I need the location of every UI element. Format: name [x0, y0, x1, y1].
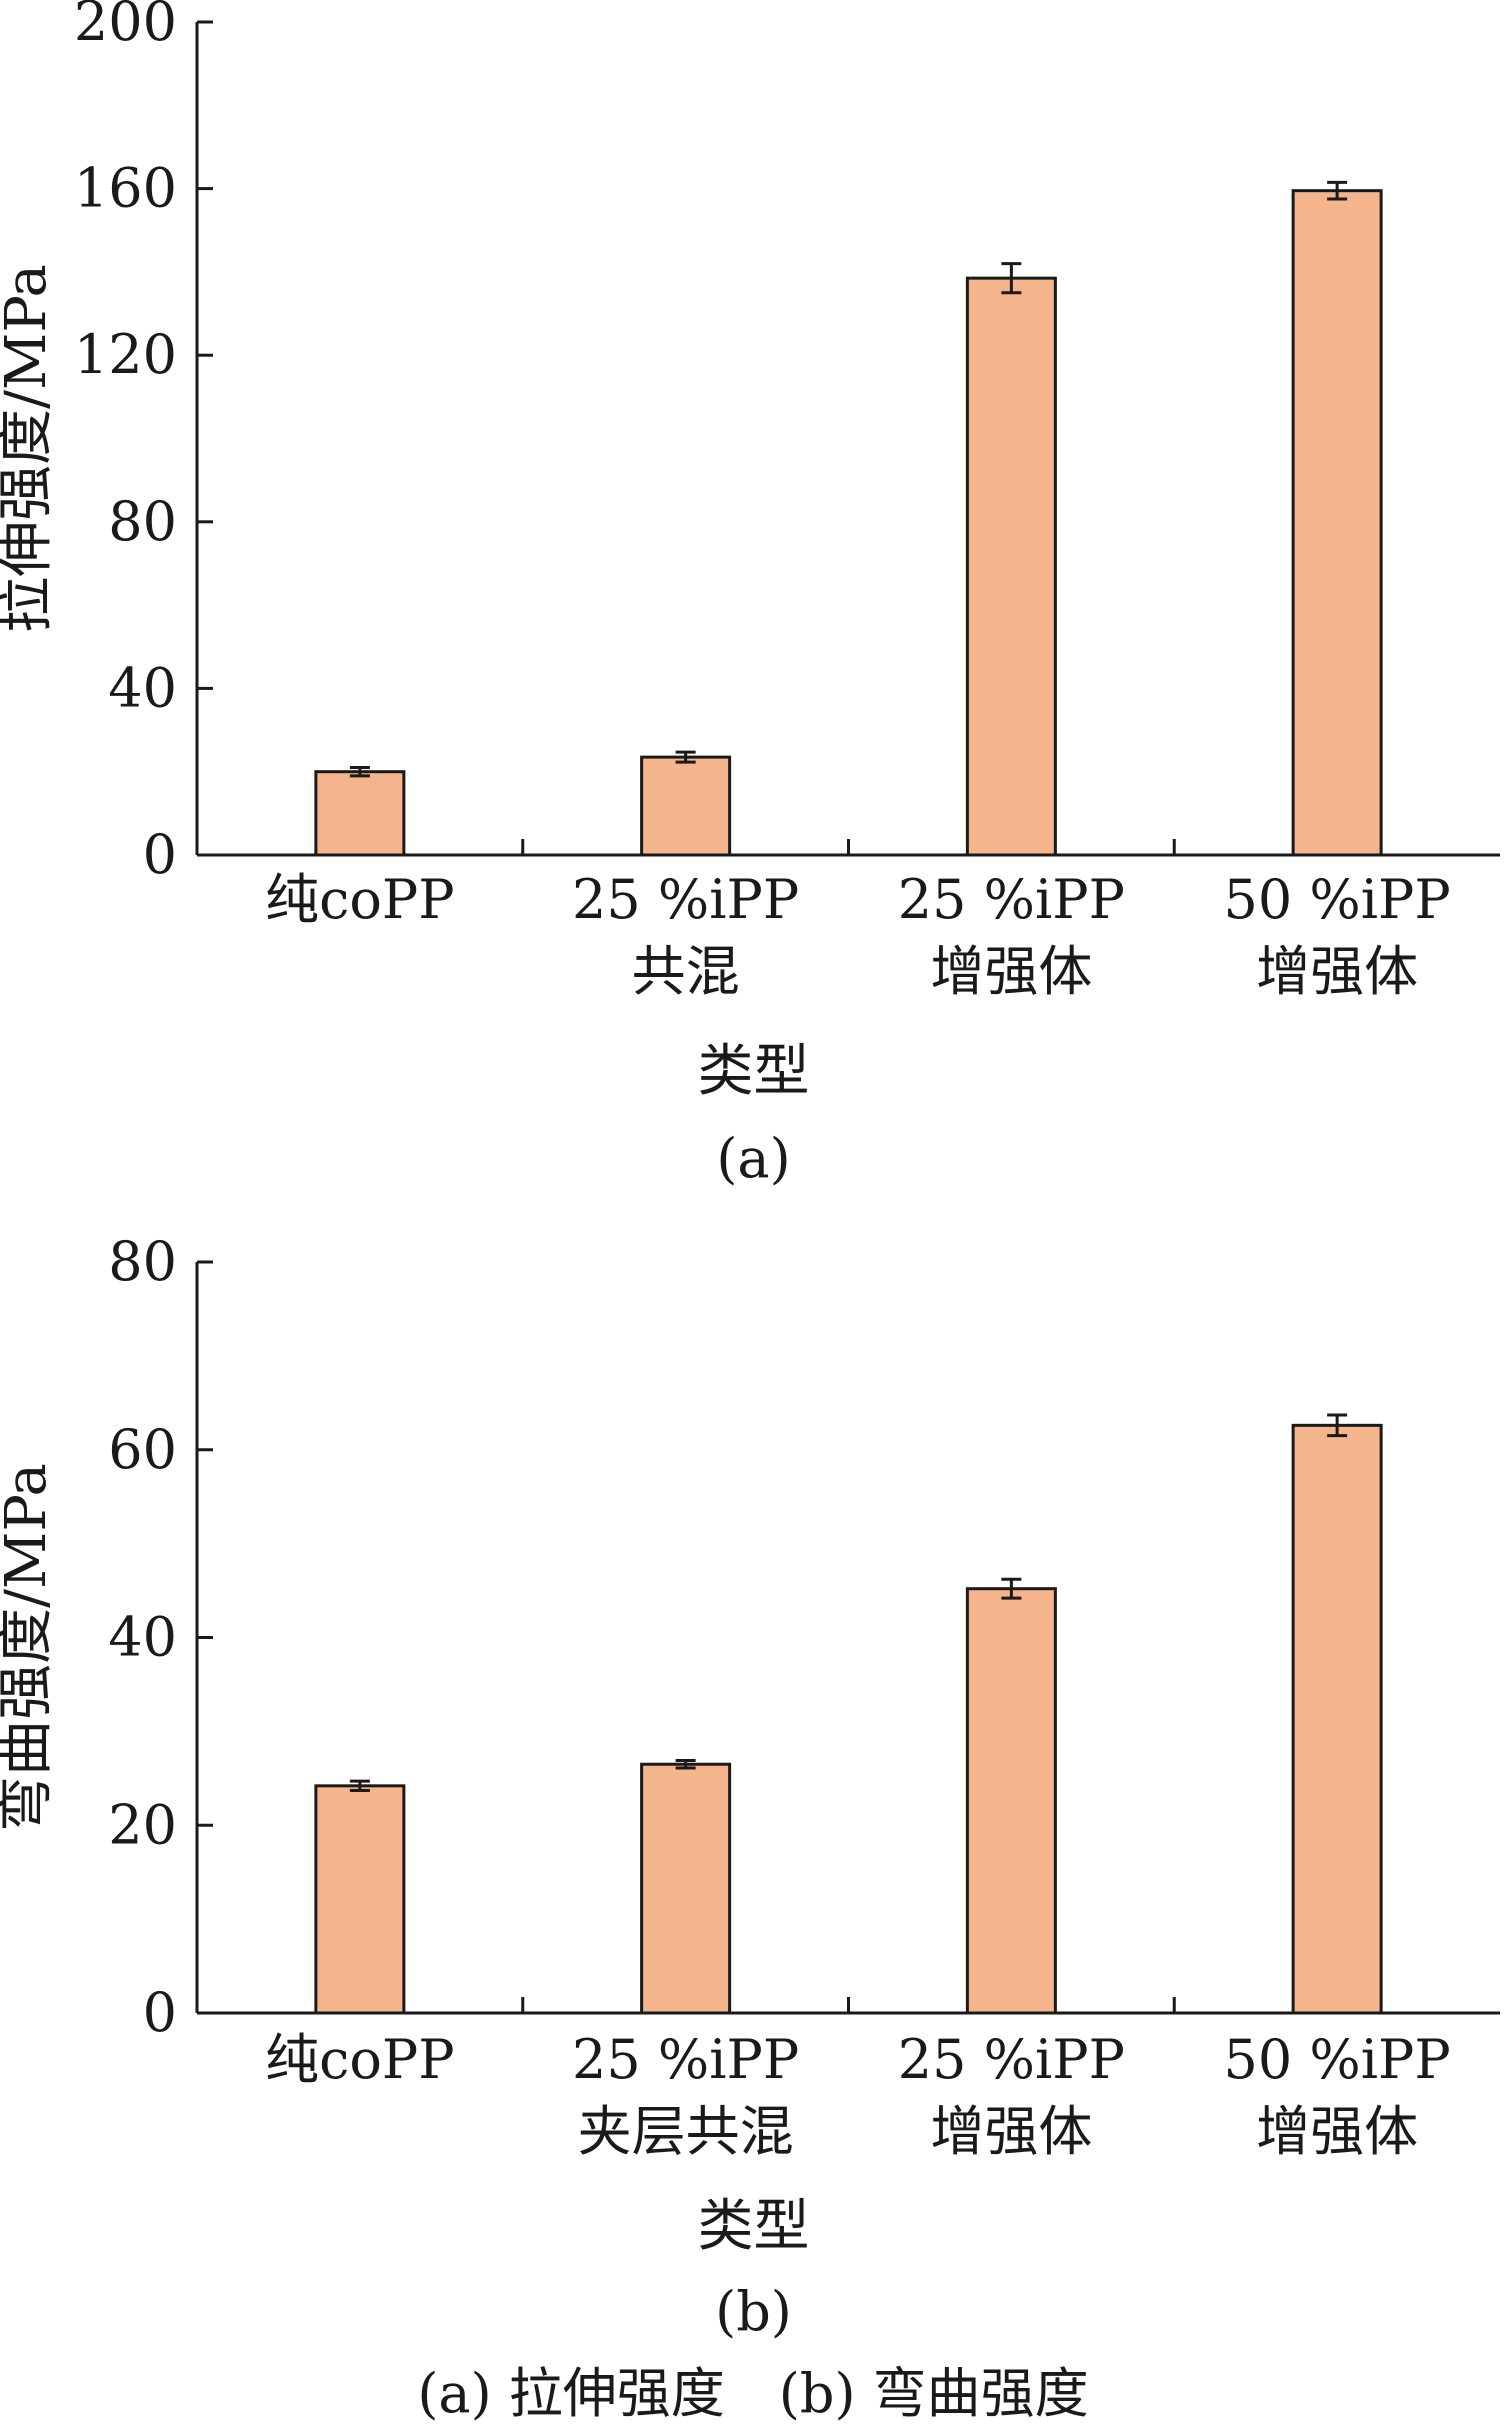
y-tick-label: 0 — [143, 1981, 177, 2044]
category-label: 共混 — [632, 940, 740, 1003]
category-label: 夹层共混 — [578, 2100, 794, 2163]
y-tick-label: 80 — [108, 1230, 177, 1293]
bar — [314, 770, 406, 857]
y-tick-label: 120 — [74, 323, 177, 386]
category-label: 增强体 — [930, 940, 1092, 1003]
category-label: 25 %iPP — [898, 2028, 1125, 2091]
category-label: 增强体 — [1256, 940, 1418, 1003]
bar — [965, 276, 1057, 857]
y-tick-label: 40 — [108, 656, 177, 719]
category-label: 增强体 — [1256, 2100, 1418, 2163]
y-tick-label: 80 — [108, 490, 177, 553]
x-axis-title: 类型 — [698, 2194, 810, 2259]
category-label: 25 %iPP — [572, 868, 799, 931]
category-label: 纯coPP — [265, 868, 454, 931]
bar — [965, 1587, 1057, 2015]
y-tick-label: 60 — [108, 1418, 177, 1481]
chart-tensile-strength: 0 40 80 120 160 200 纯coPP 25 %iPP 共混 25 %iPP 增强体 50… — [0, 0, 1500, 1190]
bar — [1291, 189, 1383, 857]
category-label: 25 %iPP — [572, 2028, 799, 2091]
category-label: 纯coPP — [265, 2028, 454, 2091]
y-tick-label: 20 — [108, 1793, 177, 1856]
category-label: 增强体 — [930, 2100, 1092, 2163]
panel-label: (a) — [716, 1127, 790, 1190]
bar — [640, 1762, 732, 2015]
y-tick-label: 160 — [74, 157, 177, 220]
y-tick-label: 200 — [74, 0, 177, 53]
y-axis-title: 弯曲强度/MPa — [0, 1463, 59, 1832]
y-tick-label: 40 — [108, 1606, 177, 1669]
chart-flexural-strength: 0 20 40 60 80 纯coPP 25 %iPP 夹层共混 25 %iPP 增强体 50 %i… — [0, 1230, 1500, 2343]
bar — [314, 1784, 406, 2015]
y-tick-label: 0 — [143, 823, 177, 886]
figure-caption: (a) 拉伸强度 (b) 弯曲强度 — [417, 2362, 1088, 2425]
panel-label: (b) — [715, 2280, 792, 2343]
bar — [1291, 1423, 1383, 2015]
category-label: 50 %iPP — [1224, 2028, 1451, 2091]
y-axis-title: 拉伸强度/MPa — [0, 264, 59, 633]
category-label: 25 %iPP — [898, 868, 1125, 931]
bar — [640, 755, 732, 857]
category-label: 50 %iPP — [1224, 868, 1451, 931]
x-axis-title: 类型 — [698, 1039, 810, 1104]
